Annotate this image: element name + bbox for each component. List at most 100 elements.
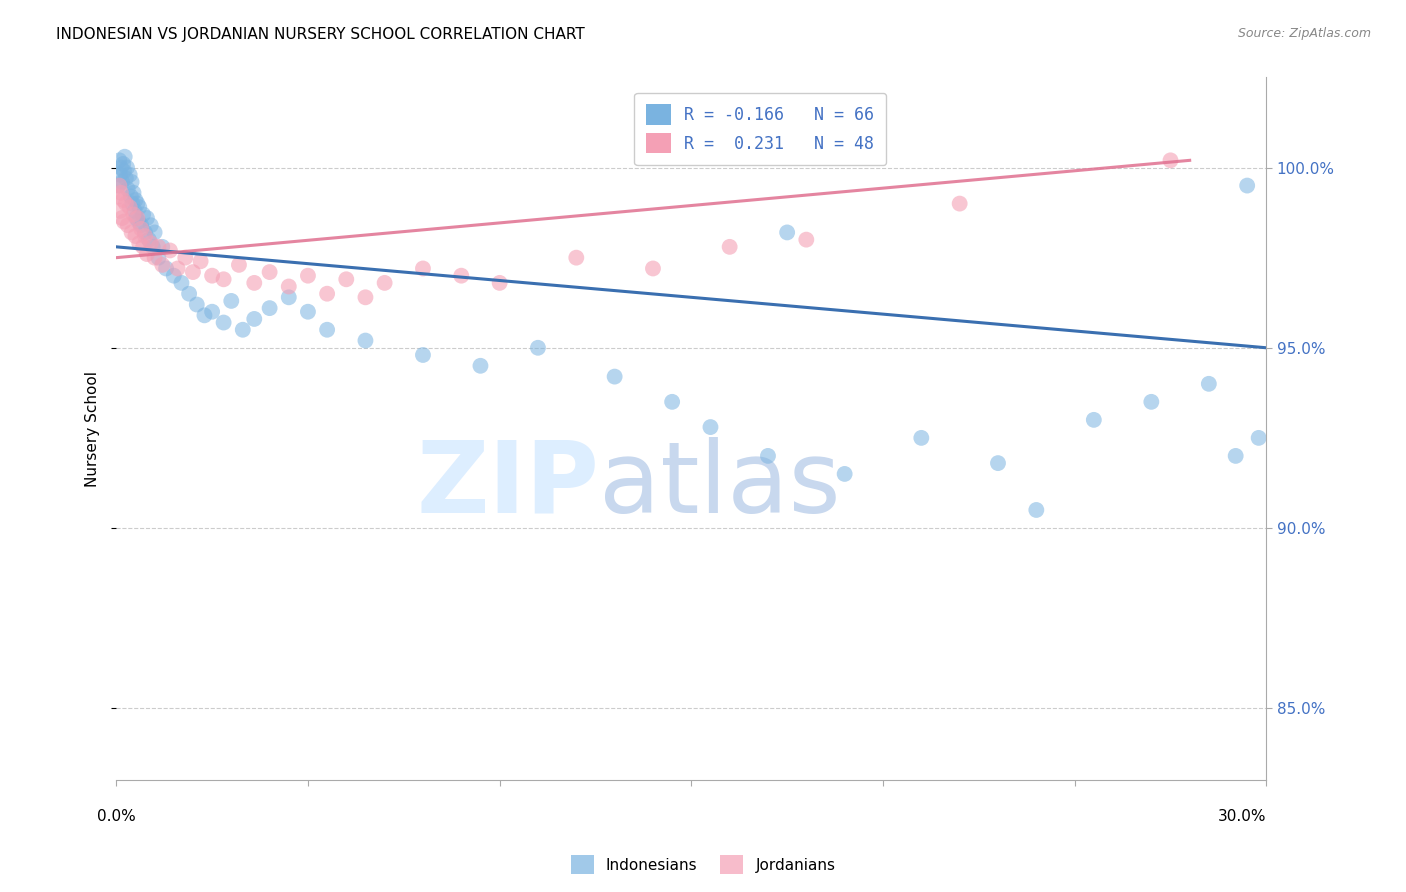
Point (138, 233, 160, 247)
Point (1247, 431, 1270, 445)
Point (1083, 413, 1105, 427)
Point (212, 316, 235, 330)
Point (121, 226, 143, 240)
Point (128, 214, 150, 228)
Point (128, 200, 150, 214)
Point (148, 240, 170, 254)
Point (115, 171, 138, 186)
Text: 0.0%: 0.0% (97, 809, 136, 824)
Point (134, 226, 156, 240)
Point (1160, 153, 1182, 168)
Point (166, 261, 188, 276)
Point (212, 272, 235, 286)
Point (124, 193, 146, 207)
Point (565, 251, 588, 265)
Point (163, 268, 186, 283)
Point (128, 236, 150, 251)
Point (136, 247, 159, 261)
Point (228, 258, 250, 272)
Point (699, 420, 721, 434)
Point (112, 157, 135, 171)
Text: ZIP: ZIP (416, 436, 599, 533)
Point (174, 251, 197, 265)
Point (718, 240, 741, 254)
Point (111, 211, 134, 225)
Point (125, 211, 148, 225)
Point (139, 236, 162, 251)
Point (412, 261, 434, 276)
Legend: Indonesians, Jordanians: Indonesians, Jordanians (564, 849, 842, 880)
Point (134, 229, 156, 244)
Point (122, 207, 145, 221)
Point (108, 168, 131, 182)
Point (132, 240, 155, 254)
Point (139, 218, 162, 232)
Point (277, 290, 299, 304)
Point (1025, 503, 1047, 517)
Point (110, 186, 132, 200)
Point (112, 214, 135, 228)
Point (107, 178, 129, 193)
Point (297, 268, 319, 283)
Text: 30.0%: 30.0% (1218, 809, 1267, 824)
Point (243, 276, 266, 290)
Point (186, 297, 208, 311)
Point (115, 161, 138, 175)
Point (910, 431, 932, 445)
Point (124, 203, 146, 218)
Point (661, 394, 683, 409)
Point (120, 189, 142, 203)
Point (987, 456, 1010, 470)
Point (170, 276, 193, 290)
Point (219, 293, 242, 308)
Point (412, 348, 434, 362)
Point (1225, 449, 1247, 463)
Point (112, 193, 135, 207)
Point (122, 186, 145, 200)
Point (190, 254, 212, 268)
Point (1198, 376, 1220, 391)
Point (117, 182, 139, 196)
Point (127, 196, 149, 211)
Point (117, 218, 139, 232)
Point (277, 279, 299, 293)
Point (108, 153, 131, 168)
Point (181, 265, 204, 279)
Point (201, 268, 224, 283)
Point (150, 258, 173, 272)
Point (201, 304, 224, 318)
Point (121, 175, 143, 189)
Point (259, 265, 281, 279)
Point (112, 164, 135, 178)
Point (374, 276, 396, 290)
Point (316, 286, 339, 301)
Point (259, 301, 281, 315)
Point (641, 261, 664, 276)
Point (150, 240, 173, 254)
Point (136, 211, 159, 225)
Point (316, 323, 339, 337)
Text: INDONESIAN VS JORDANIAN NURSERY SCHOOL CORRELATION CHART: INDONESIAN VS JORDANIAN NURSERY SCHOOL C… (56, 27, 585, 42)
Point (129, 218, 152, 232)
Point (297, 304, 319, 318)
Point (121, 196, 143, 211)
Point (148, 251, 170, 265)
Point (159, 244, 181, 258)
Point (243, 312, 266, 326)
Point (127, 211, 149, 225)
Point (776, 226, 799, 240)
Point (1140, 394, 1163, 409)
Point (335, 272, 357, 286)
Point (114, 150, 136, 164)
Point (124, 229, 146, 244)
Point (450, 268, 472, 283)
Point (132, 207, 155, 221)
Point (354, 290, 377, 304)
Point (108, 178, 131, 193)
Y-axis label: Nursery School: Nursery School (86, 371, 100, 487)
Point (129, 222, 152, 236)
Point (354, 334, 377, 348)
Point (470, 359, 492, 373)
Point (603, 369, 626, 384)
Point (949, 196, 972, 211)
